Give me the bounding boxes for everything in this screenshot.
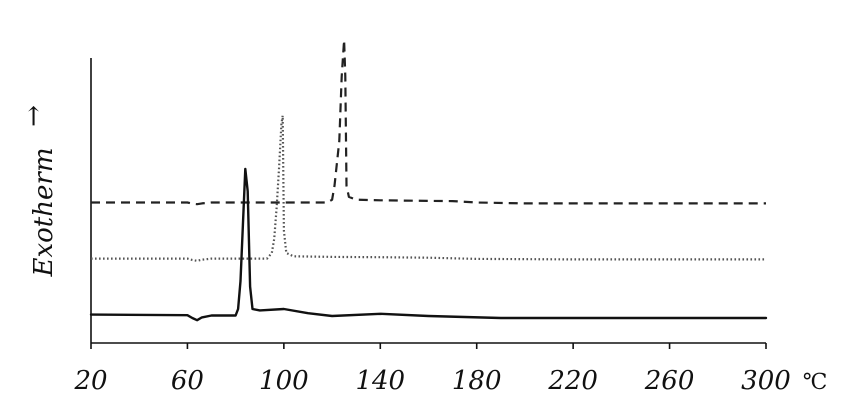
x-tick-label: 260 <box>644 366 695 396</box>
series-line-dashed <box>91 38 766 206</box>
x-unit-label: ℃ <box>803 370 828 395</box>
x-tick-label: 220 <box>547 366 598 396</box>
x-tick-label: 60 <box>171 366 204 396</box>
x-tick-label: 300 <box>741 366 791 396</box>
series-group <box>89 38 768 322</box>
series-line-solid <box>89 167 768 322</box>
axes <box>90 58 766 344</box>
x-tick-group <box>90 343 767 349</box>
series-line-dotted <box>91 114 766 262</box>
y-axis-label-text: Exotherm <box>29 148 59 278</box>
y-axis-arrow-text: → <box>19 105 49 127</box>
x-tick-label: 180 <box>452 366 502 396</box>
y-axis-arrow: → <box>19 105 49 127</box>
x-tick-label: 20 <box>73 366 107 396</box>
x-tick-label: 100 <box>259 366 309 396</box>
x-tick-label: 140 <box>355 366 405 396</box>
y-axis-label: Exotherm <box>29 148 59 278</box>
x-tick-label-group: 20 60 100 140 180 220 260 300 <box>73 366 790 396</box>
